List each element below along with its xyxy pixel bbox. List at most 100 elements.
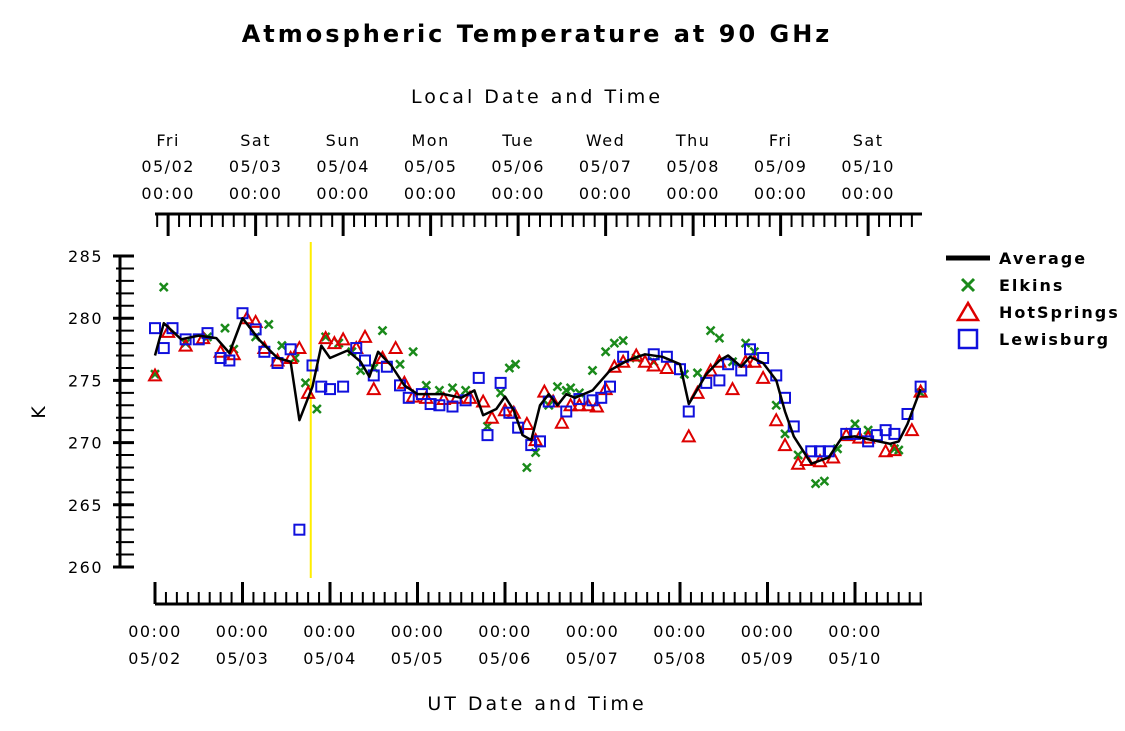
marker-stroke (495, 387, 506, 398)
top-tick-day: Fri (156, 131, 180, 150)
lewisburg-point (713, 374, 726, 387)
marker-stroke (832, 443, 843, 454)
top-tick-day: Sat (240, 131, 271, 150)
elkins-point (705, 325, 716, 336)
hotsprings-point (554, 414, 570, 429)
elkins-point (447, 382, 458, 393)
hotsprings-point (357, 328, 373, 343)
elkins-point (504, 363, 515, 373)
elkins-point (600, 346, 611, 357)
marker-stroke (447, 382, 458, 393)
top-tick-time: 00:00 (404, 184, 458, 203)
y-tick-label: 280 (68, 309, 103, 328)
lewisburg-point (586, 394, 599, 407)
marker-stroke (395, 359, 405, 370)
lewisburg-point (324, 383, 336, 396)
hotsprings-point (886, 441, 903, 457)
top-tick-date: 05/03 (229, 157, 283, 176)
elkins-point (263, 319, 274, 330)
top-tick-time: 00:00 (579, 184, 633, 203)
series-average (153, 316, 922, 465)
lewisburg-point (446, 400, 459, 413)
hotsprings-point (247, 313, 264, 328)
hotsprings-point (387, 339, 404, 355)
marker-stroke (565, 382, 576, 393)
marker-stroke (510, 359, 521, 370)
elkins-point (714, 333, 725, 343)
top-tick-time: 00:00 (666, 184, 720, 203)
marker-stroke (158, 282, 169, 292)
lewisburg-point (337, 380, 350, 393)
lewisburg-point (494, 376, 507, 389)
lewisburg-point (534, 435, 546, 448)
top-tick-day: Wed (586, 131, 625, 150)
top-tick-date: 05/02 (141, 157, 195, 176)
elkins-point (771, 400, 782, 411)
top-tick-date: 05/07 (579, 157, 633, 176)
hotsprings-point (877, 443, 894, 458)
top-tick-time: 00:00 (316, 184, 370, 203)
lewisburg-point (888, 427, 901, 440)
top-tick-time: 00:00 (141, 184, 195, 203)
lewisburg-point (157, 342, 170, 355)
marker-stroke (600, 346, 611, 357)
marker-stroke (771, 400, 782, 411)
elkins-point (565, 382, 576, 393)
marker-stroke (960, 277, 976, 293)
lewisburg-point (350, 342, 363, 355)
marker-stroke (850, 419, 860, 429)
lewisburg-point (604, 380, 616, 393)
marker-stroke (714, 333, 725, 343)
bottom-tick-time: 00:00 (478, 622, 532, 641)
marker-stroke (780, 429, 790, 439)
lewisburg-point (315, 380, 328, 393)
lewisburg-point (433, 399, 446, 412)
elkins-point (320, 331, 331, 342)
top-tick-date: 05/09 (754, 157, 808, 176)
top-tick-date: 05/06 (491, 157, 545, 176)
bottom-tick-date: 05/10 (828, 649, 882, 668)
hotsprings-point (724, 381, 741, 396)
lewisburg-point (560, 405, 573, 418)
elkins-point (552, 381, 563, 392)
elkins-point (850, 419, 860, 429)
hotsprings-point (904, 422, 920, 437)
lewisburg-point (573, 393, 586, 406)
marker-stroke (740, 338, 751, 348)
lewisburg-point (849, 427, 861, 440)
top-tick-time: 00:00 (754, 184, 808, 203)
elkins-point (395, 359, 405, 370)
elkins-point (810, 478, 821, 489)
elkins-point (421, 380, 432, 391)
elkins-point (780, 429, 790, 439)
legend-swatch (960, 277, 976, 293)
bottom-tick-date: 05/08 (653, 649, 707, 668)
lewisburg-point (879, 424, 892, 437)
top-tick-day: Mon (412, 131, 450, 150)
elkins-point (609, 338, 620, 348)
lewisburg-point (722, 358, 735, 371)
top-tick-day: Tue (501, 131, 534, 150)
elkins-point (311, 404, 322, 414)
marker-stroke (521, 462, 532, 473)
hotsprings-point (366, 381, 382, 396)
hotsprings-point (317, 330, 334, 345)
bottom-tick-time: 00:00 (741, 622, 795, 641)
lewisburg-point (595, 391, 608, 404)
marker-stroke (150, 369, 160, 380)
bottom-tick-date: 05/02 (128, 649, 182, 668)
marker-stroke (530, 447, 541, 458)
hotsprings-point (475, 393, 491, 408)
bottom-tick-date: 05/07 (566, 649, 620, 668)
marker-stroke (460, 385, 471, 396)
legend: Average Elkins HotSprings Lewisburg (946, 249, 1118, 350)
hotsprings-point (484, 409, 500, 424)
elkins-point (408, 346, 419, 357)
marker-stroke (320, 331, 331, 342)
average-line (153, 316, 922, 465)
elkins-point (377, 325, 388, 336)
lewisburg-point (814, 445, 826, 458)
bottom-tick-time: 00:00 (828, 622, 882, 641)
hotsprings-point (768, 412, 784, 427)
